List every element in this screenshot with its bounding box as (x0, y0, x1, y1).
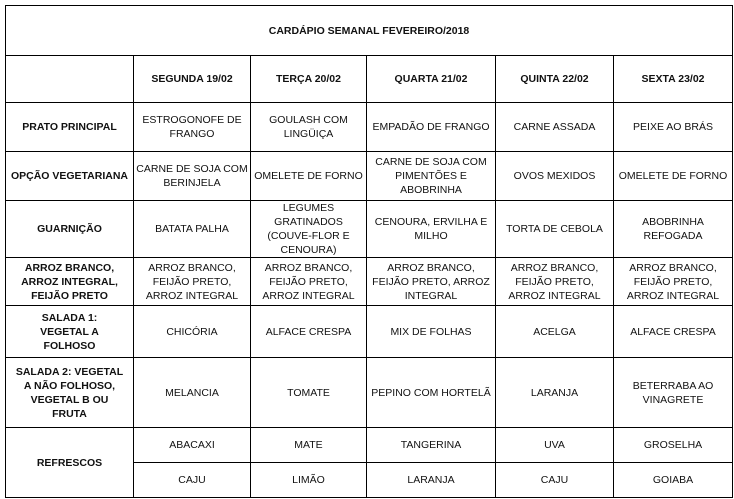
menu-row: SALADA 2: VEGETAL A NÃO FOLHOSO, VEGETAL… (5, 357, 734, 428)
row-label: OPÇÃO VEGETARIANA (5, 151, 134, 201)
menu-cell: PEPINO COM HORTELÃ (366, 357, 496, 428)
header-row: SEGUNDA 19/02 TERÇA 20/02 QUARTA 21/02 Q… (5, 55, 734, 103)
menu-cell: CENOURA, ERVILHA E MILHO (366, 200, 496, 258)
day-header: QUINTA 22/02 (495, 55, 614, 103)
day-header: QUARTA 21/02 (366, 55, 496, 103)
menu-cell: ARROZ BRANCO, FEIJÃO PRETO, ARROZ INTEGR… (250, 257, 367, 306)
menu-cell: LARANJA (495, 357, 614, 428)
menu-cell: LEGUMES GRATINADOS (COUVE-FLOR E CENOURA… (250, 200, 367, 258)
menu-cell: PEIXE AO BRÁS (612, 102, 734, 152)
menu-cell: TANGERINA (366, 427, 496, 463)
menu-cell: OMELETE DE FORNO (250, 151, 367, 201)
menu-row: SALADA 1: VEGETAL A FOLHOSO CHICÓRIA ALF… (5, 305, 734, 358)
menu-cell: ALFACE CRESPA (612, 305, 734, 358)
menu-cell: CAJU (495, 462, 614, 498)
menu-row: PRATO PRINCIPAL ESTROGONOFE DE FRANGO GO… (5, 102, 734, 152)
day-header: TERÇA 20/02 (250, 55, 367, 103)
day-header: SEGUNDA 19/02 (133, 55, 251, 103)
refrescos-row-1: REFRESCOS ABACAXI MATE TANGERINA UVA GRO… (5, 427, 734, 498)
row-label: SALADA 1: VEGETAL A FOLHOSO (5, 305, 134, 358)
menu-cell: ACELGA (495, 305, 614, 358)
menu-cell: GROSELHA (612, 427, 734, 463)
menu-cell: ABOBRINHA REFOGADA (612, 200, 734, 258)
menu-cell: TORTA DE CEBOLA (495, 200, 614, 258)
menu-cell: MATE (250, 427, 367, 463)
menu-cell: CARNE DE SOJA COM PIMENTÕES E ABOBRINHA (366, 151, 496, 201)
row-label: SALADA 2: VEGETAL A NÃO FOLHOSO, VEGETAL… (5, 357, 134, 428)
menu-cell: TOMATE (250, 357, 367, 428)
title-row: CARDÁPIO SEMANAL FEVEREIRO/2018 (4, 5, 734, 56)
menu-cell: ARROZ BRANCO, FEIJÃO PRETO, ARROZ INTEGR… (366, 257, 496, 306)
menu-cell: GOULASH COM LINGÜIÇA (250, 102, 367, 152)
row-label: ARROZ BRANCO, ARROZ INTEGRAL, FEIJÃO PRE… (5, 257, 134, 306)
menu-cell: ARROZ BRANCO, FEIJÃO PRETO, ARROZ INTEGR… (612, 257, 734, 306)
corner-cell (5, 55, 134, 103)
refrescos-row-2: CAJU LIMÃO LARANJA CAJU GOIABA (6, 462, 734, 498)
menu-cell: GOIABA (612, 462, 734, 498)
weekly-menu-table: CARDÁPIO SEMANAL FEVEREIRO/2018 SEGUNDA … (4, 5, 734, 498)
menu-row: ARROZ BRANCO, ARROZ INTEGRAL, FEIJÃO PRE… (5, 257, 734, 306)
menu-cell: MELANCIA (133, 357, 251, 428)
menu-title: CARDÁPIO SEMANAL FEVEREIRO/2018 (4, 5, 734, 56)
menu-row: GUARNIÇÃO BATATA PALHA LEGUMES GRATINADO… (5, 200, 734, 258)
menu-cell: ESTROGONOFE DE FRANGO (133, 102, 251, 152)
row-label: REFRESCOS (5, 427, 134, 498)
menu-cell: OVOS MEXIDOS (495, 151, 614, 201)
menu-cell: UVA (495, 427, 614, 463)
menu-cell: EMPADÃO DE FRANGO (366, 102, 496, 152)
row-label: PRATO PRINCIPAL (5, 102, 134, 152)
menu-cell: BETERRABA AO VINAGRETE (612, 357, 734, 428)
menu-cell: MIX DE FOLHAS (366, 305, 496, 358)
menu-cell: CARNE ASSADA (495, 102, 614, 152)
menu-cell: LIMÃO (250, 462, 367, 498)
menu-cell: CHICÓRIA (133, 305, 251, 358)
menu-cell: BATATA PALHA (133, 200, 251, 258)
menu-cell: ARROZ BRANCO, FEIJÃO PRETO, ARROZ INTEGR… (495, 257, 614, 306)
menu-cell: CAJU (133, 462, 251, 498)
menu-cell: LARANJA (366, 462, 496, 498)
menu-cell: CARNE DE SOJA COM BERINJELA (133, 151, 251, 201)
menu-cell: ARROZ BRANCO, FEIJÃO PRETO, ARROZ INTEGR… (133, 257, 251, 306)
menu-cell: ABACAXI (133, 427, 251, 463)
menu-cell: ALFACE CRESPA (250, 305, 367, 358)
day-header: SEXTA 23/02 (612, 55, 734, 103)
menu-row: OPÇÃO VEGETARIANA CARNE DE SOJA COM BERI… (5, 151, 734, 201)
menu-cell: OMELETE DE FORNO (612, 151, 734, 201)
row-label: GUARNIÇÃO (5, 200, 134, 258)
